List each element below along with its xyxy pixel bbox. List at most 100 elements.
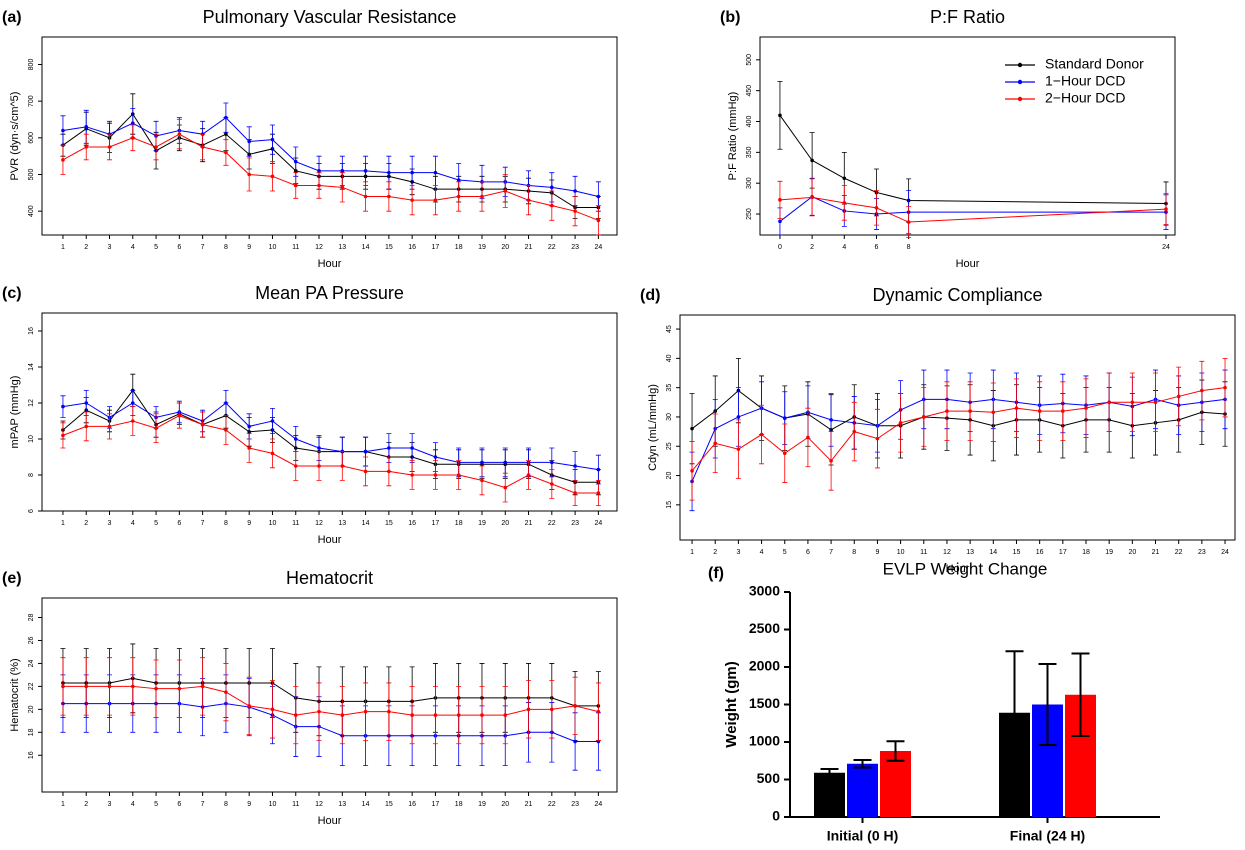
series-line bbox=[62, 415, 599, 494]
x-tick-label: 3 bbox=[108, 801, 112, 808]
x-tick-label: 19 bbox=[478, 520, 486, 527]
chart-title: Mean PA Pressure bbox=[255, 283, 404, 303]
x-tick-label: 13 bbox=[338, 244, 346, 251]
x-tick-label: 22 bbox=[548, 520, 556, 527]
data-point bbox=[1130, 400, 1135, 405]
series-line bbox=[62, 402, 599, 471]
legend-label: 1−Hour DCD bbox=[1045, 73, 1126, 89]
x-tick-label: 23 bbox=[1198, 549, 1206, 556]
legend-marker bbox=[1017, 62, 1023, 68]
error-bar bbox=[886, 740, 905, 762]
panel-label: (e) bbox=[2, 570, 22, 587]
data-point bbox=[480, 478, 484, 483]
data-point bbox=[130, 136, 135, 140]
y-tick-label: 300 bbox=[746, 177, 753, 189]
data-point bbox=[387, 446, 391, 450]
x-tick-label: 8 bbox=[907, 244, 911, 251]
y-tick-label: 700 bbox=[28, 95, 35, 107]
error-bar bbox=[853, 759, 872, 769]
x-tick-label: 5 bbox=[154, 801, 158, 808]
data-point bbox=[247, 446, 251, 450]
data-point bbox=[61, 158, 65, 162]
data-point bbox=[61, 433, 65, 438]
x-tick-label: 18 bbox=[455, 801, 463, 808]
data-point bbox=[224, 690, 228, 694]
data-point bbox=[456, 194, 461, 199]
x-tick-label: 6 bbox=[875, 244, 879, 251]
data-point bbox=[596, 194, 601, 199]
x-tick-label: 19 bbox=[478, 244, 486, 251]
data-point bbox=[898, 421, 903, 425]
data-point bbox=[736, 447, 741, 451]
x-tick-label: 7 bbox=[201, 520, 205, 527]
data-point bbox=[340, 464, 345, 468]
x-tick-label: 3 bbox=[736, 549, 740, 556]
panel-label: (a) bbox=[2, 9, 22, 26]
data-point bbox=[270, 174, 275, 179]
data-point bbox=[782, 451, 787, 456]
data-point bbox=[480, 194, 484, 199]
x-tick-label: 10 bbox=[269, 801, 277, 808]
data-point bbox=[84, 424, 89, 429]
series-line bbox=[62, 677, 599, 707]
x-tick-label: 17 bbox=[432, 244, 440, 251]
error-bar bbox=[1071, 652, 1090, 737]
x-tick-label: 18 bbox=[1082, 549, 1090, 556]
data-point bbox=[387, 469, 391, 474]
x-tick-label: 10 bbox=[269, 520, 277, 527]
data-point bbox=[596, 467, 601, 472]
x-tick-label: 17 bbox=[1059, 549, 1067, 556]
x-tick-label: 1 bbox=[61, 801, 65, 808]
x-tick-label: 2 bbox=[84, 244, 88, 251]
data-point bbox=[690, 469, 694, 473]
x-tick-label: 7 bbox=[829, 549, 833, 556]
data-point bbox=[842, 201, 847, 205]
data-point bbox=[456, 473, 461, 477]
x-tick-label: 14 bbox=[362, 520, 370, 527]
x-tick-label: 16 bbox=[408, 244, 416, 251]
series-line bbox=[779, 196, 1166, 222]
x-tick-label: 7 bbox=[201, 244, 205, 251]
x-tick-label: 11 bbox=[920, 549, 927, 556]
y-tick-label: 35 bbox=[666, 384, 673, 392]
data-point bbox=[84, 401, 89, 405]
x-tick-label: 1 bbox=[690, 549, 694, 556]
data-point bbox=[806, 435, 810, 440]
data-point bbox=[61, 404, 65, 409]
data-point bbox=[829, 418, 833, 422]
x-tick-label: 6 bbox=[806, 549, 810, 556]
data-point bbox=[224, 401, 228, 405]
x-tick-label: 24 bbox=[594, 244, 602, 251]
data-point bbox=[317, 709, 321, 714]
data-point bbox=[224, 428, 228, 432]
x-tick-label: Initial (0 H) bbox=[827, 828, 899, 844]
x-tick-label: 3 bbox=[108, 244, 112, 251]
x-axis-label: Hour bbox=[318, 258, 342, 270]
data-point bbox=[690, 426, 694, 431]
data-point bbox=[177, 686, 182, 691]
data-point bbox=[154, 686, 158, 691]
error-bar bbox=[1005, 650, 1024, 776]
data-point bbox=[293, 713, 298, 717]
y-tick-label: 350 bbox=[746, 146, 753, 158]
x-tick-label: 15 bbox=[385, 801, 393, 808]
data-point bbox=[433, 170, 438, 175]
data-point bbox=[1037, 409, 1042, 413]
y-tick-label: 400 bbox=[28, 205, 35, 217]
x-tick-label: 2 bbox=[810, 244, 814, 251]
y-tick-label: 600 bbox=[28, 132, 35, 144]
x-tick-label: 2 bbox=[713, 549, 717, 556]
x-tick-label: 4 bbox=[842, 244, 846, 251]
y-tick-label: 0 bbox=[772, 808, 780, 824]
x-tick-label: 7 bbox=[201, 801, 205, 808]
x-tick-label: 21 bbox=[525, 520, 533, 527]
data-point bbox=[810, 195, 814, 200]
bar bbox=[814, 772, 845, 817]
y-tick-label: 15 bbox=[666, 501, 673, 509]
y-tick-label: 30 bbox=[666, 413, 673, 421]
data-point bbox=[921, 415, 926, 419]
data-point bbox=[387, 194, 391, 199]
x-tick-label: 23 bbox=[571, 244, 579, 251]
x-tick-label: 5 bbox=[154, 244, 158, 251]
